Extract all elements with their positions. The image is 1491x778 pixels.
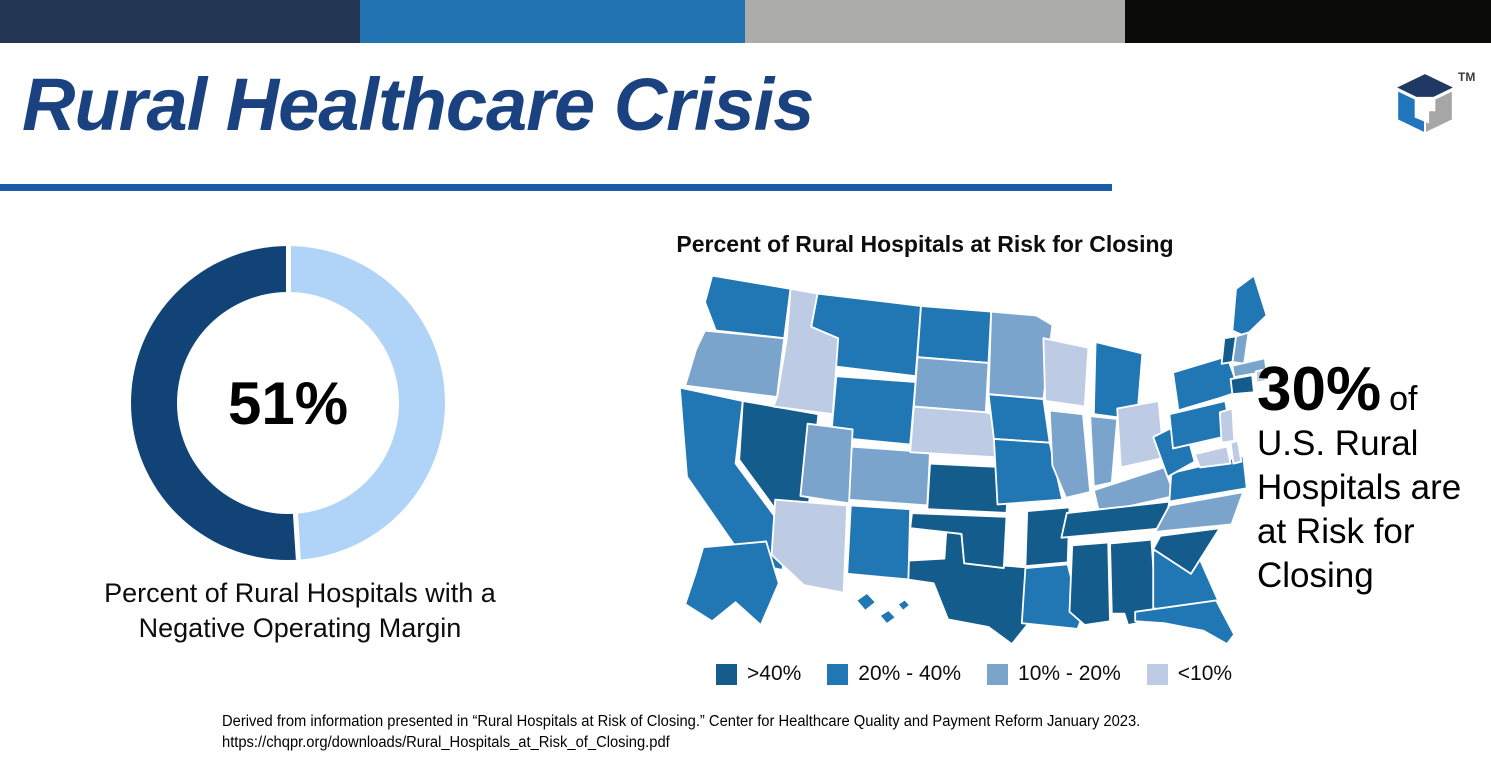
state-ia bbox=[987, 393, 1051, 444]
title-underline bbox=[0, 184, 1112, 191]
state-wa bbox=[704, 274, 792, 340]
state-ri bbox=[1254, 368, 1267, 384]
state-il bbox=[1048, 409, 1092, 499]
legend-item: 20% - 40% bbox=[827, 662, 961, 686]
legend-label: <10% bbox=[1177, 662, 1233, 685]
legend-item: >40% bbox=[716, 662, 801, 686]
state-ok bbox=[909, 512, 1008, 570]
legend-label: 20% - 40% bbox=[858, 662, 962, 685]
state-nd bbox=[916, 304, 993, 364]
state-in bbox=[1089, 415, 1119, 488]
page-title: Rural Healthcare Crisis bbox=[22, 63, 814, 146]
state-ar bbox=[1024, 506, 1071, 568]
donut-caption: Percent of Rural Hospitals with a Negati… bbox=[55, 576, 545, 646]
state-ks bbox=[926, 462, 1011, 514]
state-wi bbox=[1042, 337, 1090, 408]
state-hi bbox=[855, 591, 912, 626]
donut-caption-line1: Percent of Rural Hospitals with a bbox=[104, 578, 496, 608]
legend-swatch bbox=[1146, 663, 1168, 685]
top-bar-segment bbox=[0, 0, 360, 43]
state-me bbox=[1231, 274, 1268, 338]
donut-center-value: 51% bbox=[227, 369, 349, 437]
legend-swatch bbox=[987, 663, 1009, 685]
stat-suffix: of bbox=[1389, 380, 1418, 418]
top-bar-segment bbox=[745, 0, 1125, 43]
stat-value: 30% bbox=[1257, 355, 1382, 424]
legend-swatch bbox=[827, 663, 849, 685]
state-ak bbox=[684, 540, 780, 627]
state-nc bbox=[1154, 491, 1245, 533]
state-sc bbox=[1152, 527, 1221, 575]
callout-line4: Closing bbox=[1257, 556, 1374, 595]
legend-swatch bbox=[716, 663, 737, 685]
state-az bbox=[770, 498, 849, 594]
state-ny bbox=[1172, 355, 1241, 412]
state-or bbox=[684, 329, 786, 399]
state-ct bbox=[1229, 374, 1255, 396]
map-title: Percent of Rural Hospitals at Risk for C… bbox=[676, 231, 1174, 257]
state-md bbox=[1193, 445, 1232, 469]
state-de bbox=[1229, 439, 1243, 465]
us-choropleth-map bbox=[660, 266, 1272, 646]
stat-line: 30% of bbox=[1257, 358, 1491, 422]
source-line2: https://chqpr.org/downloads/Rural_Hospit… bbox=[222, 734, 670, 751]
state-mn bbox=[987, 310, 1054, 400]
source-line1: Derived from information presented in “R… bbox=[222, 713, 1141, 730]
state-al bbox=[1109, 538, 1158, 627]
donut-hole bbox=[177, 292, 399, 514]
map-legend: >40% 20% - 40% 10% - 20% <10% bbox=[716, 662, 1336, 686]
legend-item: 10% - 20% bbox=[987, 662, 1121, 686]
donut-caption-line2: Negative Operating Margin bbox=[138, 613, 462, 643]
state-fl bbox=[1134, 599, 1236, 646]
us-map-svg bbox=[678, 274, 1268, 646]
legend-label: 10% - 20% bbox=[1018, 662, 1121, 685]
state-la bbox=[1020, 563, 1083, 630]
state-ms bbox=[1068, 541, 1111, 627]
state-tn bbox=[1060, 500, 1171, 539]
callout-line3: at Risk for bbox=[1257, 512, 1415, 551]
company-logo bbox=[1392, 68, 1458, 138]
state-co bbox=[846, 445, 931, 507]
state-mo bbox=[993, 437, 1064, 506]
source-note: Derived from information presented in “R… bbox=[222, 711, 1140, 753]
donut-chart: 51% bbox=[131, 246, 445, 560]
state-vt bbox=[1220, 335, 1237, 365]
legend-item: <10% bbox=[1146, 662, 1233, 686]
legend-label: >40% bbox=[747, 662, 802, 685]
state-id bbox=[772, 287, 840, 416]
logo-cube-icon bbox=[1397, 74, 1453, 132]
state-nj bbox=[1218, 407, 1236, 444]
top-bar-segment bbox=[1125, 0, 1491, 43]
state-ut bbox=[799, 422, 854, 505]
callout-line2: Hospitals are bbox=[1257, 468, 1462, 507]
state-sd bbox=[912, 356, 990, 414]
top-bar-segment bbox=[360, 0, 745, 43]
callout-line1: U.S. Rural bbox=[1257, 424, 1419, 463]
stat-callout: 30% of U.S. Rural Hospitals are at Risk f… bbox=[1257, 358, 1491, 598]
top-color-bar bbox=[0, 0, 1491, 43]
trademark-symbol: TM bbox=[1458, 70, 1476, 84]
state-nm bbox=[846, 504, 912, 581]
